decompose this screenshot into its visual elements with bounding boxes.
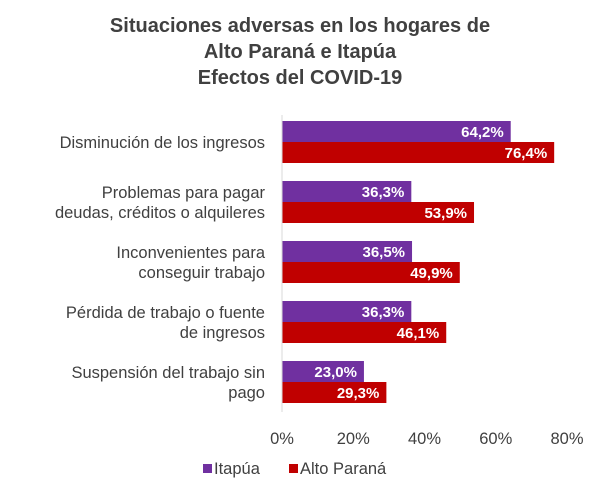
data-label: 53,9% — [424, 205, 467, 222]
chart-title-line: Alto Paraná e Itapúa — [204, 41, 397, 63]
legend-label: Itapúa — [214, 460, 261, 478]
data-label: 36,3% — [362, 184, 405, 201]
bar-itapua — [282, 181, 412, 202]
category-label: Disminución de los ingresos — [60, 134, 265, 152]
bar-alto-parana — [282, 382, 387, 403]
data-label: 64,2% — [461, 124, 504, 141]
category-label: de ingresos — [180, 324, 265, 342]
bar-alto-parana — [282, 202, 475, 223]
bar-alto-parana — [282, 142, 555, 163]
bar-itapua — [282, 121, 511, 142]
category-label: conseguir trabajo — [138, 264, 265, 282]
category-label: Inconvenientes para — [116, 244, 265, 262]
category-label: Problemas para pagar — [102, 184, 266, 202]
bar-alto-parana — [282, 322, 447, 343]
data-label: 49,9% — [410, 265, 453, 282]
bar-itapua — [282, 361, 364, 382]
bar-itapua — [282, 301, 412, 322]
category-label: Pérdida de trabajo o fuente — [66, 304, 265, 322]
bar-alto-parana — [282, 262, 460, 283]
x-tick-label: 20% — [337, 430, 370, 448]
category-label: Suspensión del trabajo sin — [71, 364, 265, 382]
data-label: 76,4% — [505, 145, 548, 162]
chart-title-line: Efectos del COVID-19 — [198, 67, 403, 89]
x-tick-label: 0% — [270, 430, 294, 448]
data-label: 36,5% — [362, 244, 405, 261]
data-label: 46,1% — [397, 325, 440, 342]
legend-label: Alto Paraná — [300, 460, 387, 478]
category-label: pago — [228, 384, 265, 402]
bar-itapua — [282, 241, 413, 262]
x-tick-label: 60% — [479, 430, 512, 448]
legend-swatch — [203, 464, 212, 473]
chart-title-line: Situaciones adversas en los hogares de — [110, 15, 490, 37]
data-label: 23,0% — [314, 364, 357, 381]
x-tick-label: 40% — [408, 430, 441, 448]
data-label: 29,3% — [337, 385, 380, 402]
category-label: deudas, créditos o alquileres — [55, 204, 265, 222]
data-label: 36,3% — [362, 304, 405, 321]
legend-swatch — [289, 464, 298, 473]
x-tick-label: 80% — [550, 430, 583, 448]
